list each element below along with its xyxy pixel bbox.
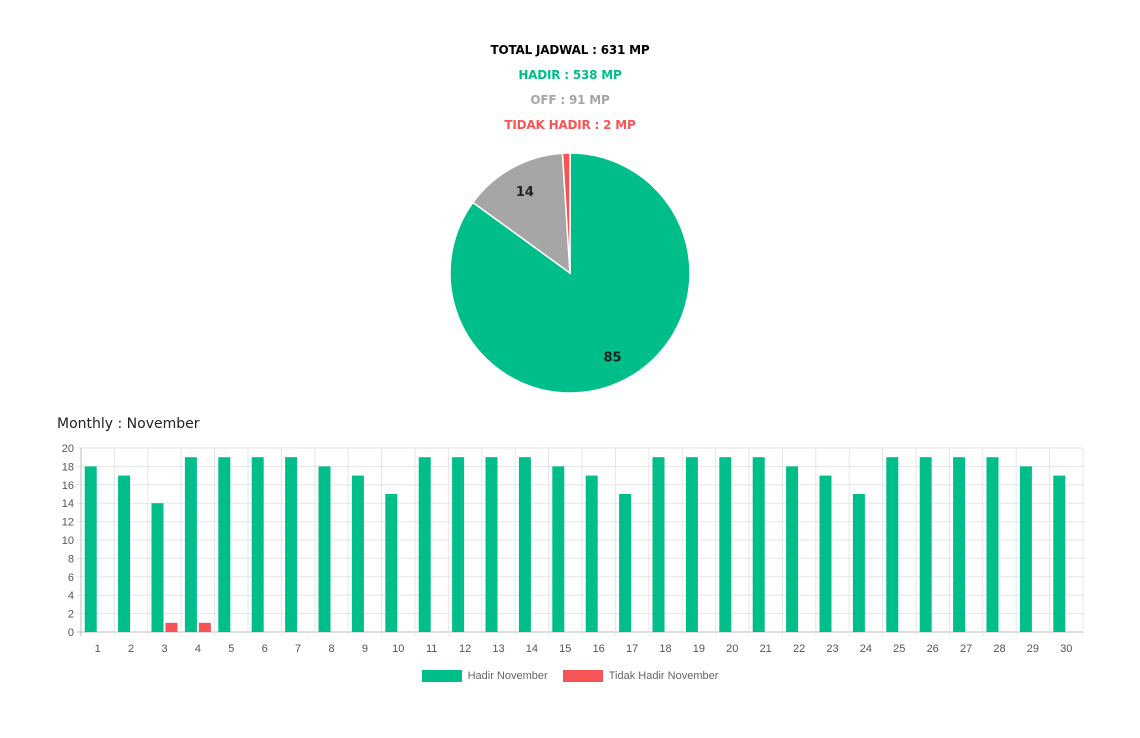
x-tick-label: 13 <box>492 643 504 655</box>
monthly-title: Monthly : November <box>57 416 200 432</box>
x-tick-label: 7 <box>295 643 301 655</box>
off-text: OFF : 91 MP <box>530 93 610 107</box>
bar-chart-legend: Hadir November Tidak Hadir November <box>0 670 1140 685</box>
x-tick-label: 27 <box>960 643 972 655</box>
legend-label-tidak-hadir: Tidak Hadir November <box>608 670 719 682</box>
bar-hadir[interactable] <box>452 457 465 632</box>
x-tick-label: 1 <box>95 643 101 655</box>
bar-hadir[interactable] <box>986 457 999 632</box>
bar-tidak-hadir[interactable] <box>198 622 211 632</box>
bar-hadir[interactable] <box>218 457 231 632</box>
bar-hadir[interactable] <box>1019 466 1032 632</box>
x-tick-label: 17 <box>626 643 638 655</box>
x-tick-label: 2 <box>128 643 134 655</box>
x-tick-label: 9 <box>362 643 368 655</box>
bar-hadir[interactable] <box>919 457 932 632</box>
x-tick-label: 23 <box>826 643 838 655</box>
x-tick-label: 24 <box>860 643 872 655</box>
y-tick-label: 10 <box>62 535 74 547</box>
monthly-bar-chart: 0 2 4 6 8 10 12 14 16 18 20 1 2 3 4 5 6 7 8 9 10 11 12 13 14 15 16… <box>55 438 1095 660</box>
x-tick-label: 26 <box>927 643 939 655</box>
y-tick-label: 0 <box>68 627 74 639</box>
bar-hadir[interactable] <box>719 457 732 632</box>
bar-hadir[interactable] <box>418 457 431 632</box>
x-tick-label: 29 <box>1027 643 1039 655</box>
bar-hadir[interactable] <box>184 457 197 632</box>
bar-hadir[interactable] <box>285 457 298 632</box>
x-tick-label: 4 <box>195 643 201 655</box>
y-tick-label: 2 <box>68 609 74 621</box>
x-tick-label: 19 <box>693 643 705 655</box>
x-tick-label: 5 <box>228 643 234 655</box>
bar-hadir[interactable] <box>685 457 698 632</box>
bar-hadir[interactable] <box>351 475 364 632</box>
bar-hadir[interactable] <box>953 457 966 632</box>
x-tick-label: 21 <box>760 643 772 655</box>
bar-hadir[interactable] <box>619 494 632 632</box>
pie-slice[interactable] <box>561 152 571 274</box>
bar-hadir[interactable] <box>151 503 164 632</box>
y-tick-label: 18 <box>62 461 74 473</box>
bar-hadir[interactable] <box>819 475 832 632</box>
pie-chart-svg: 85 14 <box>449 152 691 394</box>
bar-hadir[interactable] <box>251 457 264 632</box>
bar-tidak-hadir[interactable] <box>165 622 178 632</box>
legend-item-hadir[interactable]: Hadir November <box>421 670 548 682</box>
y-tick-label: 20 <box>62 443 74 455</box>
y-tick-label: 6 <box>68 572 74 584</box>
x-tick-label: 11 <box>426 643 437 655</box>
pie-slice-label: 14 <box>516 185 534 200</box>
x-tick-label: 20 <box>726 643 738 655</box>
tidak-hadir-text: TIDAK HADIR : 2 MP <box>504 118 636 132</box>
x-tick-label: 12 <box>459 643 471 655</box>
bar-hadir[interactable] <box>752 457 765 632</box>
y-tick-label: 4 <box>68 590 74 602</box>
bar-hadir[interactable] <box>118 475 131 632</box>
x-tick-label: 14 <box>526 643 538 655</box>
pie-slice-label: 85 <box>603 350 621 365</box>
y-tick-label: 14 <box>62 498 74 510</box>
bar-hadir[interactable] <box>318 466 331 632</box>
y-tick-label: 8 <box>68 553 74 565</box>
bar-hadir[interactable] <box>485 457 498 632</box>
bar-hadir[interactable] <box>518 457 531 632</box>
legend-swatch-tidak-hadir <box>562 670 603 682</box>
bar-hadir[interactable] <box>585 475 598 632</box>
bar-hadir[interactable] <box>84 466 97 632</box>
x-tick-label: 8 <box>328 643 334 655</box>
summary-stats: TOTAL JADWAL : 631 MP HADIR : 538 MP OFF… <box>0 38 1140 138</box>
legend-item-tidak-hadir[interactable]: Tidak Hadir November <box>562 670 719 682</box>
x-tick-label: 10 <box>392 643 404 655</box>
bar-hadir[interactable] <box>385 494 398 632</box>
bar-hadir[interactable] <box>652 457 665 632</box>
x-tick-label: 6 <box>262 643 268 655</box>
legend-label-hadir: Hadir November <box>467 670 548 682</box>
hadir-text: HADIR : 538 MP <box>518 68 622 82</box>
x-tick-label: 18 <box>659 643 671 655</box>
x-tick-label: 15 <box>559 643 571 655</box>
total-jadwal-text: TOTAL JADWAL : 631 MP <box>490 43 650 57</box>
x-tick-label: 22 <box>793 643 805 655</box>
x-tick-label: 28 <box>993 643 1005 655</box>
bar-hadir[interactable] <box>852 494 865 632</box>
bar-hadir[interactable] <box>552 466 565 632</box>
pie-slice[interactable] <box>471 152 571 275</box>
bar-hadir[interactable] <box>886 457 899 632</box>
y-tick-label: 12 <box>62 517 74 529</box>
bar-hadir[interactable] <box>786 466 799 632</box>
x-tick-label: 25 <box>893 643 905 655</box>
x-tick-label: 16 <box>593 643 605 655</box>
y-tick-label: 16 <box>62 480 74 492</box>
bar-hadir[interactable] <box>1053 475 1066 632</box>
x-tick-label: 3 <box>161 643 167 655</box>
legend-swatch-hadir <box>421 670 462 682</box>
x-tick-label: 30 <box>1060 643 1072 655</box>
attendance-pie-chart: 85 14 <box>440 143 700 403</box>
